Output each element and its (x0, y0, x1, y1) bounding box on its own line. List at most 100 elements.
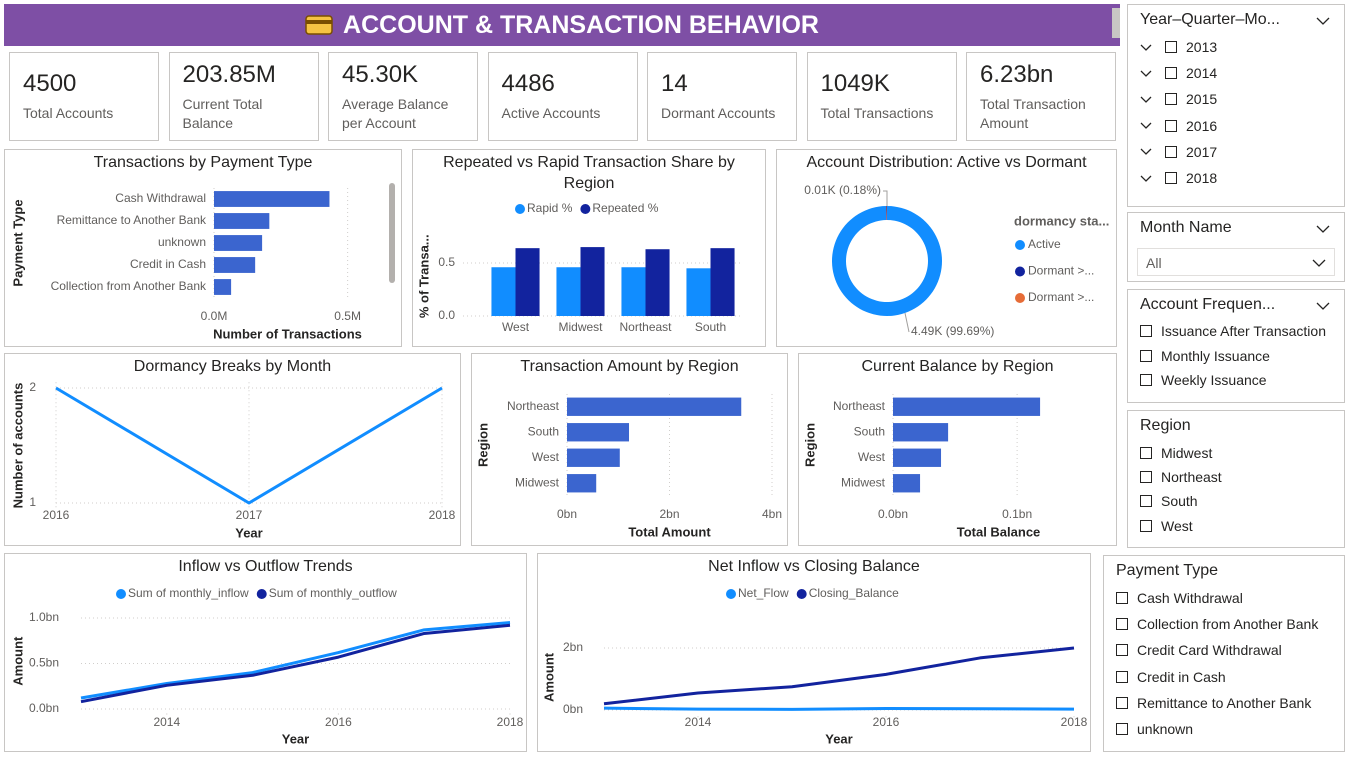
item-label: Northeast (1161, 469, 1222, 486)
category-label: Cash Withdrawal (115, 191, 206, 205)
slicer-item: 2016 (1140, 116, 1217, 136)
chevron (1140, 148, 1152, 156)
slicer-item: Credit Card Withdrawal (1116, 640, 1282, 660)
chevron (1316, 17, 1330, 25)
slicer: Region Midwest Northeast South West (1127, 410, 1345, 548)
slicer-item: Midwest (1140, 443, 1212, 463)
chart-title: Account Distribution: Active vs Dormant (806, 154, 1087, 171)
kpi-value: 6.23bn (980, 60, 1054, 88)
legend-marker (256, 589, 267, 599)
item-label: 2016 (1186, 117, 1218, 134)
category-label: West (502, 320, 530, 334)
checkbox[interactable] (1140, 447, 1152, 459)
item-label: 2018 (1186, 170, 1218, 186)
chevron (1140, 44, 1152, 51)
chevron-line (1312, 259, 1326, 267)
kpi-label: Dormant Accounts (661, 105, 776, 121)
checkbox[interactable] (1140, 495, 1152, 508)
item-label: Monthly Issuance (1161, 347, 1270, 364)
kpi-value: 45.30K (342, 60, 419, 88)
bar (515, 248, 540, 316)
legend-label: Dormant >... (1028, 264, 1094, 278)
item-label: Midwest (1161, 445, 1213, 461)
legend-label: Repeated % (592, 201, 658, 215)
y-axis-title: % of Transa... (416, 234, 431, 318)
y-tick-label: 2bn (563, 640, 583, 654)
chart-panel: 0.0M 0.5M Cash Withdrawal Remittance to Ano… (4, 149, 402, 347)
y-tick-label: 2 (29, 380, 36, 394)
item-label: Credit Card Withdrawal (1137, 642, 1282, 659)
chevron-line (1316, 302, 1330, 310)
chart-panel: 0.0 0.5 West Midwest Northeast South Rapid % Re… (412, 149, 766, 347)
chart-panel: 0.0bn 0.1bn Northeast South West Midwest Total… (798, 353, 1117, 546)
category-label: South (854, 424, 885, 438)
bar (214, 279, 232, 295)
chart: 4.49K (99.69%) 0.01K (0.18%) dormancy sta.… (804, 183, 1109, 338)
checkbox[interactable] (1165, 41, 1177, 53)
checkbox[interactable] (1116, 618, 1128, 631)
slicer-item: West (1140, 516, 1193, 536)
slicer-item: Remittance to Another Bank (1116, 693, 1311, 713)
x-tick-label: 0.5M (334, 309, 361, 323)
x-axis-title: Year (825, 731, 852, 746)
bar (893, 474, 921, 493)
checkbox[interactable] (1165, 93, 1177, 106)
bar (567, 423, 630, 442)
chevron-line (1316, 225, 1330, 233)
category-label: West (858, 450, 886, 464)
slicer-item: Monthly Issuance (1140, 346, 1270, 366)
y-tick-label: 0.5bn (29, 656, 59, 670)
category-label: South (695, 320, 726, 334)
x-tick-label: 4bn (762, 507, 782, 521)
y-tick-label: 0bn (563, 702, 583, 716)
chart-panel: 0.0bn 0.5bn 1.0bn 2014 2016 2018 Sum of monthl… (4, 553, 527, 752)
slicer-item: South (1140, 491, 1198, 511)
chart-title: Transactions by Payment Type (93, 154, 313, 171)
data-label: 4.49K (99.69%) (911, 324, 994, 338)
y-axis-title: Number of accounts (10, 383, 25, 509)
legend-label: Dormant >... (1028, 290, 1094, 304)
item-label: Issuance After Transaction (1161, 323, 1326, 339)
donut-slice (885, 206, 887, 221)
checkbox[interactable] (1116, 644, 1128, 657)
checkbox[interactable] (1116, 670, 1128, 683)
chart: 0.0bn 0.5bn 1.0bn 2014 2016 2018 Sum of monthl… (10, 586, 523, 746)
item-label: Remittance to Another Bank (1137, 694, 1312, 711)
checkbox[interactable] (1140, 471, 1152, 484)
kpi-label: Total Transactions (820, 105, 934, 121)
checkbox[interactable] (1140, 519, 1152, 532)
donut-slice (832, 206, 943, 316)
slicer-title: Month Name (1140, 219, 1232, 236)
legend-marker (580, 204, 591, 214)
slicer: Month Name All (1127, 212, 1345, 282)
chevron (1140, 122, 1152, 130)
kpi-label: Current Total Balance (182, 95, 263, 131)
checkbox[interactable] (1116, 696, 1128, 709)
legend-label: Sum of monthly_inflow (128, 586, 249, 600)
bar (556, 267, 581, 316)
checkbox[interactable] (1165, 119, 1177, 132)
checkbox[interactable] (1140, 325, 1152, 337)
data-label: 0.01K (0.18%) (804, 183, 881, 197)
kpi-label: Active Accounts (501, 105, 601, 121)
slicer-item: unknown (1116, 719, 1193, 739)
slicer-title: Account Frequen... (1140, 296, 1276, 313)
checkbox[interactable] (1165, 145, 1177, 158)
chart-title: Inflow vs Outflow Trends (178, 558, 353, 575)
checkbox[interactable] (1140, 374, 1152, 386)
kpi-card: 14 Dormant Accounts (647, 52, 797, 141)
checkbox[interactable] (1165, 67, 1177, 80)
item-label: Weekly Issuance (1161, 372, 1267, 388)
category-label: Northeast (619, 320, 672, 334)
kpi-card: 4500 Total Accounts (9, 52, 159, 141)
checkbox[interactable] (1165, 172, 1177, 184)
dropdown[interactable]: All (1137, 248, 1335, 276)
scrollbar (389, 183, 395, 283)
checkbox[interactable] (1116, 592, 1128, 604)
checkbox[interactable] (1116, 723, 1128, 735)
legend-label: Net_Flow (738, 586, 789, 600)
line-series (603, 706, 1075, 711)
chevron (1140, 175, 1152, 182)
checkbox[interactable] (1140, 349, 1152, 362)
legend-marker (1015, 293, 1025, 303)
